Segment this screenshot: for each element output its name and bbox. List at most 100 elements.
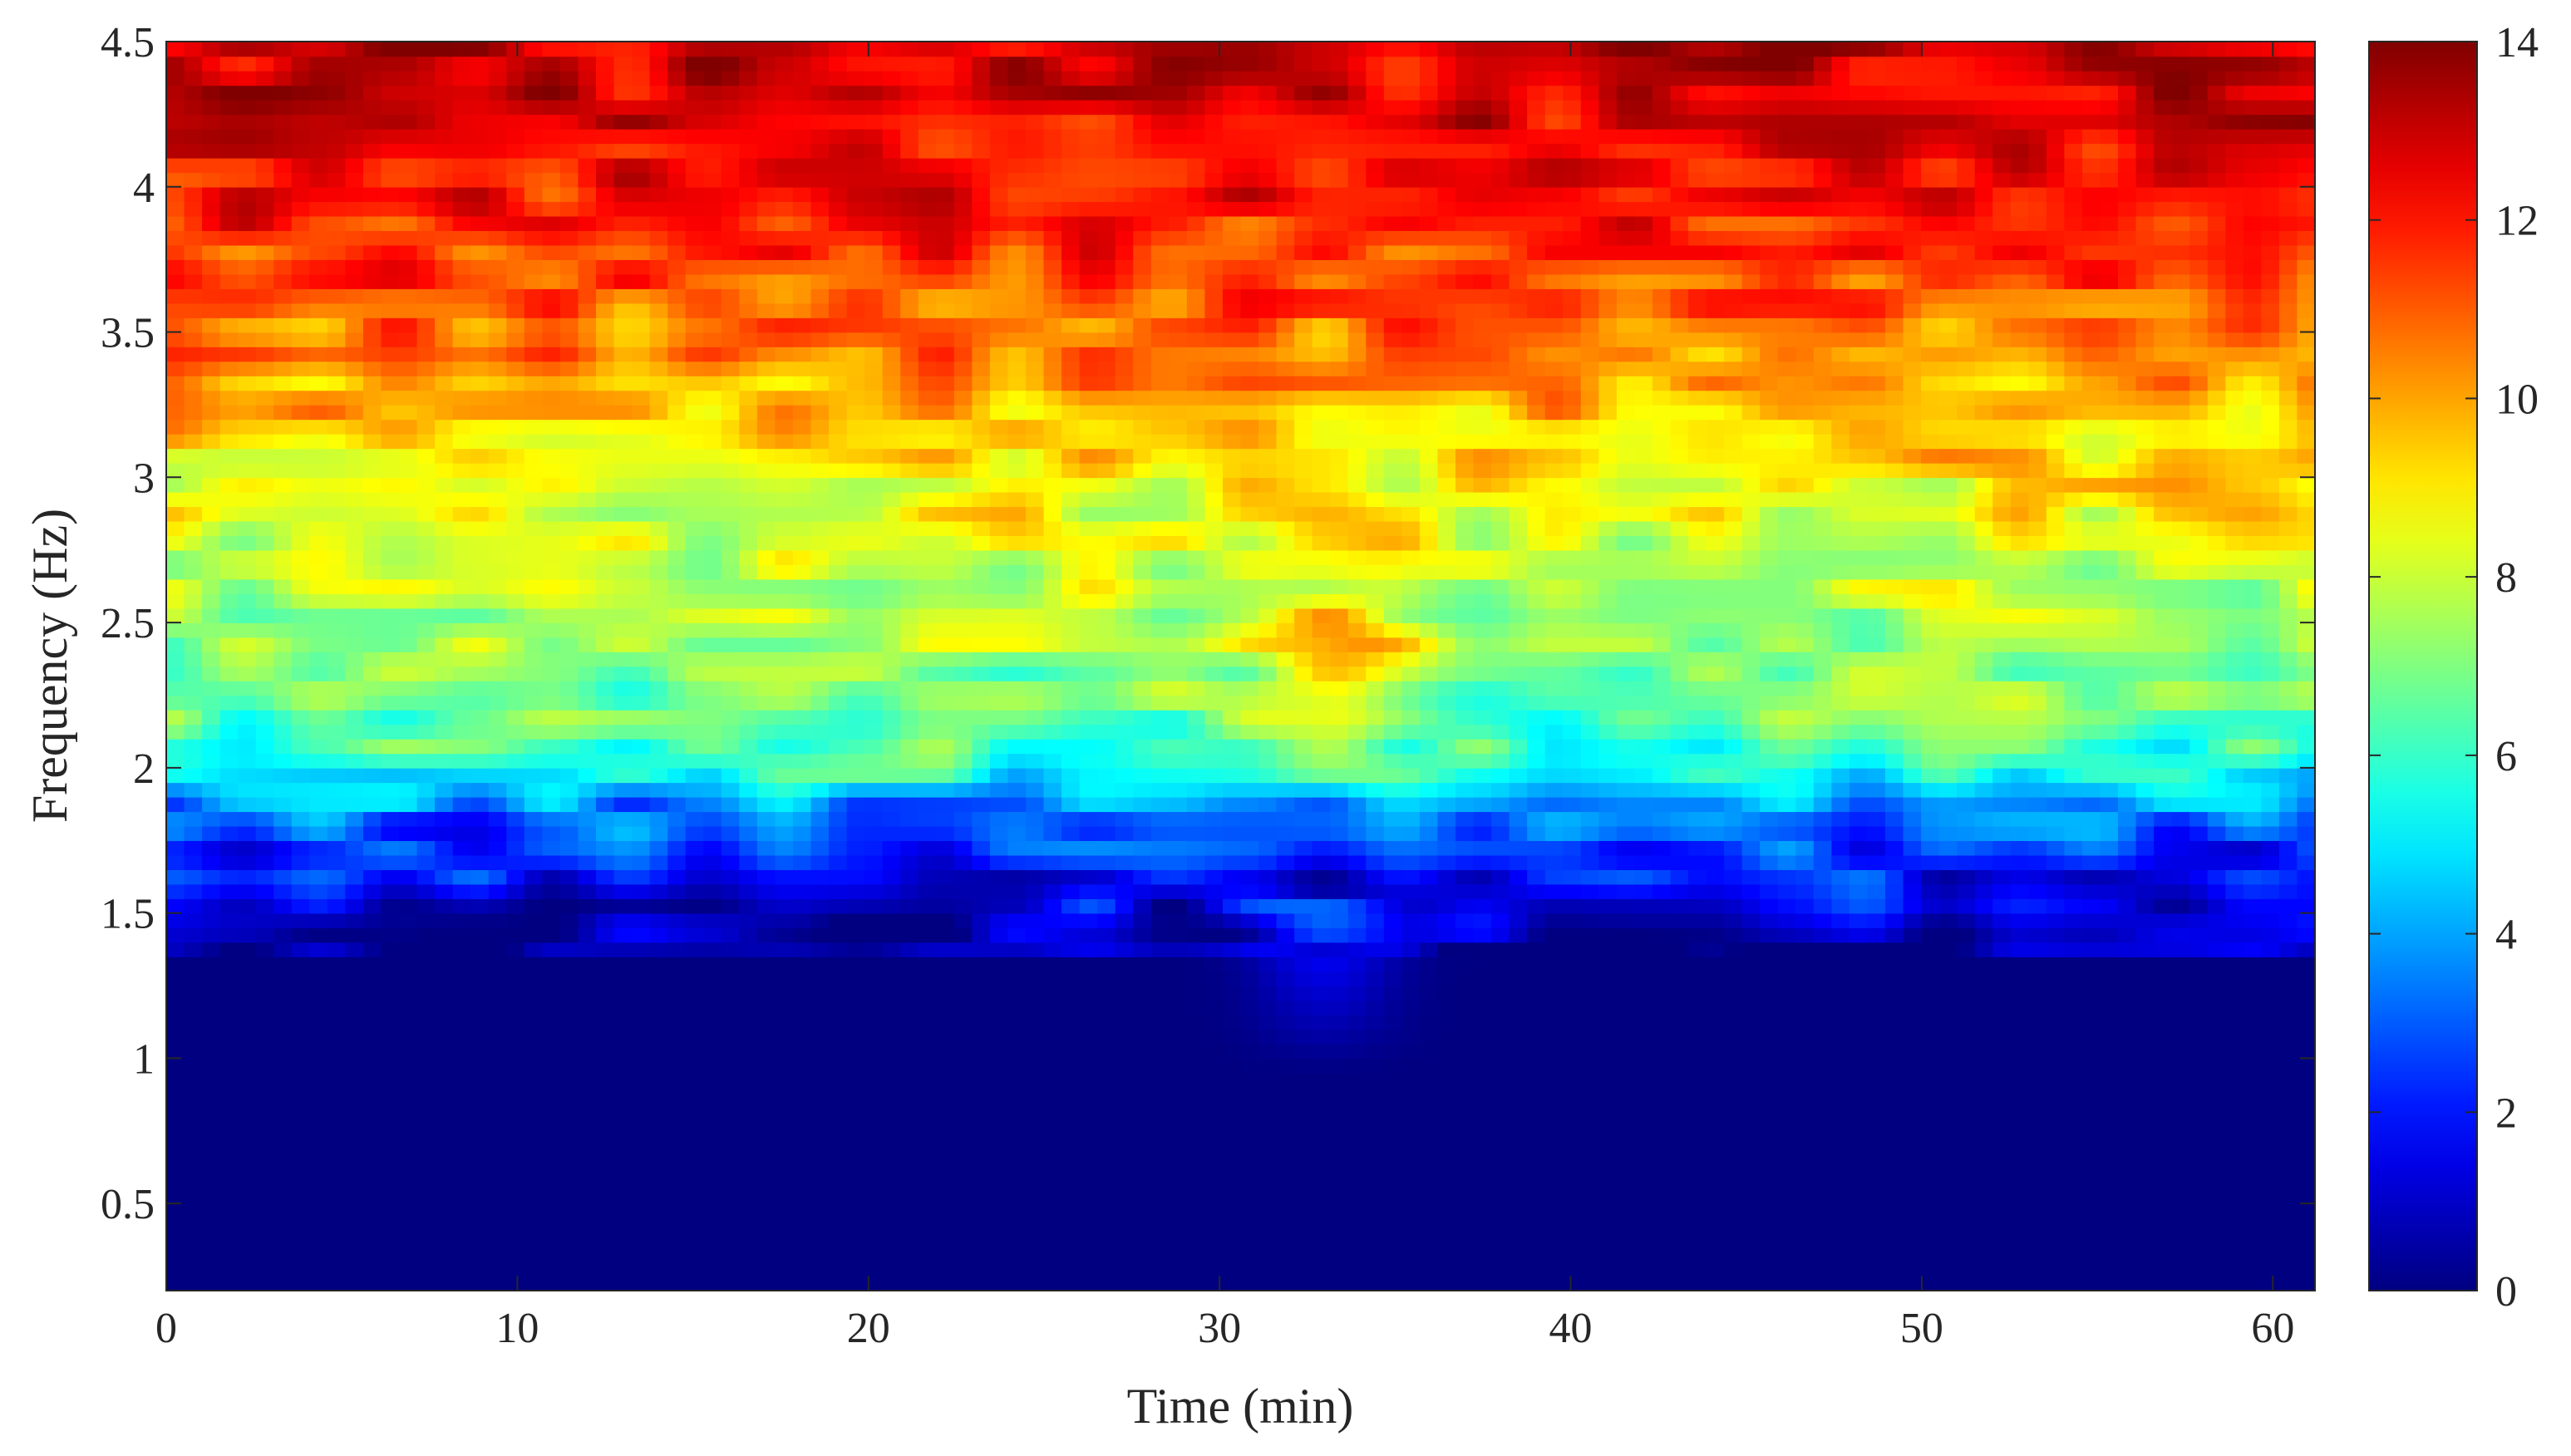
heatmap-cell (238, 811, 257, 827)
heatmap-cell (882, 1174, 902, 1190)
heatmap-cell (452, 1247, 472, 1262)
heatmap-cell (1849, 811, 1869, 827)
heatmap-cell (1849, 1087, 1869, 1103)
heatmap-cell (506, 1130, 525, 1147)
heatmap-cell (721, 912, 741, 928)
heatmap-cell (1724, 1159, 1743, 1175)
heatmap-cell (2064, 782, 2083, 798)
heatmap-cell (1634, 1000, 1653, 1016)
heatmap-cell (1777, 971, 1797, 986)
heatmap-cell (399, 680, 418, 696)
heatmap-cell (1150, 782, 1170, 798)
heatmap-cell (1043, 1203, 1062, 1219)
heatmap-cell (1527, 869, 1546, 885)
heatmap-cell (1938, 1072, 1958, 1089)
heatmap-cell (613, 1043, 633, 1060)
heatmap-cell (1670, 1116, 1689, 1132)
heatmap-cell (1347, 1145, 1367, 1161)
heatmap-cell (989, 883, 1009, 899)
heatmap-cell (1437, 1145, 1456, 1161)
heatmap-cell (452, 695, 472, 711)
heatmap-cell (2064, 971, 2083, 986)
heatmap-cell (2028, 1247, 2047, 1262)
heatmap-cell (1670, 927, 1689, 943)
heatmap-cell (1455, 1072, 1475, 1089)
heatmap-cell (559, 825, 579, 842)
heatmap-cell (2189, 883, 2209, 899)
heatmap-cell (381, 1000, 400, 1016)
heatmap-cell (2261, 1203, 2280, 1219)
heatmap-cell (1813, 796, 1833, 813)
heatmap-cell (989, 1174, 1009, 1190)
heatmap-cell (2261, 1276, 2280, 1291)
heatmap-cell (1007, 971, 1027, 986)
heatmap-cell (1974, 1058, 1994, 1074)
heatmap-cell (613, 1072, 633, 1089)
heatmap-cell (989, 1043, 1009, 1060)
heatmap-cell (810, 1247, 830, 1262)
heatmap-cell (1437, 1203, 1456, 1219)
heatmap-cell (1419, 1087, 1439, 1103)
heatmap-cell (452, 1232, 472, 1248)
heatmap-cell (2261, 767, 2280, 784)
heatmap-cell (1867, 942, 1886, 957)
heatmap-cell (488, 1159, 508, 1175)
heatmap-cell (1544, 869, 1564, 885)
heatmap-cell (1133, 709, 1152, 726)
heatmap-cell (1580, 767, 1600, 784)
heatmap-cell (2297, 1232, 2315, 1248)
heatmap-cell (1330, 957, 1349, 972)
heatmap-cell (1527, 1116, 1546, 1132)
heatmap-cell (1527, 724, 1546, 740)
heatmap-cell (1419, 912, 1439, 928)
heatmap-cell (1527, 942, 1546, 957)
heatmap-cell (1831, 1262, 1850, 1277)
heatmap-cell (1312, 709, 1332, 726)
heatmap-cell (972, 1262, 991, 1277)
heatmap-cell (1634, 753, 1653, 769)
heatmap-cell (345, 1232, 364, 1248)
heatmap-cell (1222, 942, 1242, 957)
heatmap-cell (1688, 811, 1707, 827)
heatmap-cell (632, 1188, 651, 1204)
heatmap-cell (1724, 898, 1743, 914)
heatmap-cell (1634, 985, 1653, 1001)
heatmap-cell (381, 709, 400, 726)
heatmap-cell (291, 753, 311, 769)
heatmap-cell (2278, 1130, 2298, 1147)
heatmap-cell (1813, 1217, 1833, 1233)
heatmap-cell (345, 942, 364, 957)
heatmap-cell (1867, 767, 1886, 784)
heatmap-cell (1401, 1159, 1421, 1175)
heatmap-cell (2081, 1058, 2101, 1074)
heatmap-cell (488, 1087, 508, 1103)
heatmap-cell (184, 1072, 203, 1089)
heatmap-cell (2010, 883, 2030, 899)
heatmap-cell (327, 825, 347, 842)
heatmap-cell (1186, 724, 1206, 740)
heatmap-cell (1885, 695, 1904, 711)
heatmap-cell (1366, 782, 1385, 798)
heatmap-cell (416, 1232, 436, 1248)
heatmap-cell (1921, 1014, 1940, 1031)
heatmap-cell (1724, 1145, 1743, 1161)
heatmap-cell (1383, 1232, 1403, 1248)
heatmap-cell (667, 854, 687, 870)
heatmap-cell (810, 957, 830, 972)
heatmap-cell (596, 796, 615, 813)
heatmap-cell (1957, 1058, 1976, 1074)
heatmap-cell (1741, 753, 1761, 769)
heatmap-cell (1938, 1116, 1958, 1132)
heatmap-cell (1007, 1247, 1027, 1262)
heatmap-cell (559, 1116, 579, 1132)
heatmap-cell (2225, 985, 2244, 1001)
heatmap-cell (2064, 811, 2083, 827)
heatmap-cell (1903, 912, 1922, 928)
heatmap-cell (1240, 1232, 1259, 1248)
heatmap-cell (1634, 782, 1653, 798)
heatmap-cell (542, 957, 561, 972)
heatmap-cell (1741, 957, 1761, 972)
heatmap-cell (1258, 1174, 1278, 1190)
heatmap-cell (1258, 1043, 1278, 1060)
heatmap-cell (613, 811, 633, 827)
